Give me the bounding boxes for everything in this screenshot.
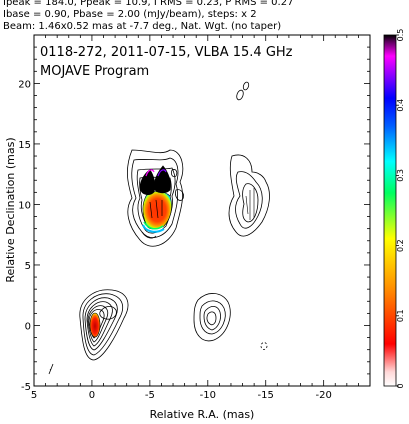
x-axis-label: Relative R.A. (mas) bbox=[150, 408, 255, 421]
x-tick-label: -15 bbox=[258, 390, 274, 401]
core-polarization bbox=[89, 312, 101, 338]
blob-2 bbox=[242, 81, 250, 91]
blob-1 bbox=[236, 89, 244, 101]
colorbar-tick-label: 0.4 bbox=[396, 99, 405, 112]
y-tick-label: 15 bbox=[18, 140, 31, 151]
header-line-1: Ipeak = 184.0, Ppeak = 10.9, I RMS = 0.2… bbox=[3, 0, 294, 8]
colorbar-tick-label: 0 bbox=[396, 383, 405, 388]
y-tick-label: 10 bbox=[18, 200, 31, 211]
y-tick-label: 0 bbox=[25, 321, 31, 332]
colorbar-tick-label: 0.3 bbox=[396, 169, 405, 182]
x-tick-label: 5 bbox=[31, 390, 37, 401]
blob-3 bbox=[260, 342, 268, 350]
chart-title: 0118-272, 2011-07-15, VLBA 15.4 GHz bbox=[40, 45, 293, 60]
plot-frame bbox=[33, 34, 371, 387]
y-tick-label: -5 bbox=[21, 382, 31, 393]
colorbar-tick-label: 0.5 bbox=[396, 29, 405, 42]
pol-spot-2 bbox=[153, 165, 171, 194]
jet-knot-component bbox=[127, 149, 184, 247]
east-lobe-component bbox=[228, 154, 270, 237]
x-tick-label: -20 bbox=[315, 390, 331, 401]
south-component bbox=[193, 293, 231, 342]
core-component bbox=[79, 289, 129, 361]
colorbar-tick-label: 0.1 bbox=[396, 309, 405, 322]
y-tick-label: 5 bbox=[25, 261, 31, 272]
x-tick-label: 0 bbox=[89, 390, 95, 401]
pol-spot-1 bbox=[139, 169, 156, 196]
y-axis-label: Relative Declination (mas) bbox=[4, 137, 17, 282]
colorbar-tick-label: 0.2 bbox=[396, 239, 405, 252]
beam-marker bbox=[48, 363, 54, 375]
x-tick-label: -10 bbox=[200, 390, 216, 401]
axis-ticks: 5 0 -5 -10 -15 -20 -5 0 5 10 15 20 bbox=[18, 34, 371, 401]
header-line-3: Beam: 1.46x0.52 mas at -7.7 deg., Nat. W… bbox=[3, 21, 282, 32]
x-tick-label: -5 bbox=[145, 390, 155, 401]
emission-map bbox=[48, 81, 270, 375]
colorbar-ticks: 0 0.1 0.2 0.3 0.4 0.5 bbox=[396, 29, 405, 389]
header-line-2: Ibase = 0.90, Pbase = 2.00 (mJy/beam), s… bbox=[3, 9, 257, 20]
colorbar bbox=[383, 34, 397, 387]
y-tick-label: 20 bbox=[18, 79, 31, 90]
chart-subtitle: MOJAVE Program bbox=[40, 64, 149, 79]
